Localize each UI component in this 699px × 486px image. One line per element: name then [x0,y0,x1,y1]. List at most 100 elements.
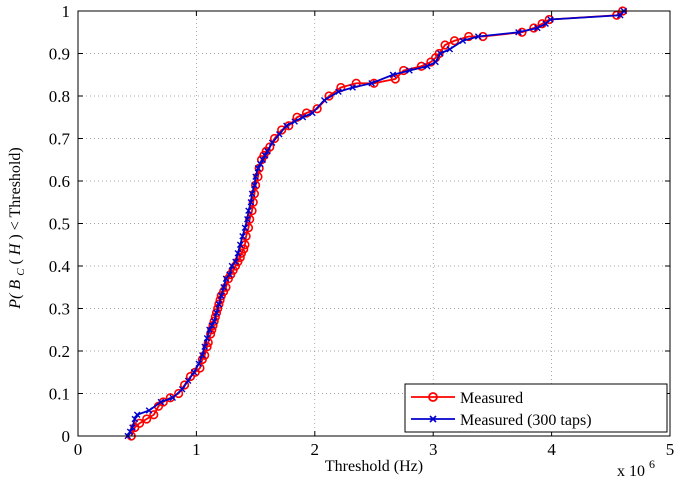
data-point-measured [249,189,260,199]
data-point-measured [202,342,212,352]
data-point-measured-300-taps [446,45,454,53]
data-point-measured-300-taps [247,198,255,206]
data-point-measured-300-taps [129,424,136,431]
y-tick-label: 0.6 [49,172,70,191]
data-point-measured-300-taps [245,207,252,215]
data-point-measured [269,133,280,144]
data-point-measured [142,414,152,424]
data-point-measured-300-taps [126,428,134,436]
data-point-measured-300-taps [423,62,431,70]
data-point-measured-300-taps [251,181,258,189]
x-tick-label: 3 [429,440,438,459]
data-point-measured-300-taps [252,173,259,181]
x-multiplier-exponent: 6 [649,457,655,471]
data-point-measured [284,121,294,131]
legend-label-measured: Measured [460,390,523,407]
data-point-measured [239,244,249,254]
data-point-measured [221,282,231,292]
data-point-measured [149,410,159,420]
data-point-measured-300-taps [236,241,244,249]
data-point-measured-300-taps [534,24,541,32]
data-point-measured-300-taps [131,415,139,423]
data-point-measured [209,316,219,326]
data-point-measured-300-taps [201,343,208,351]
data-point-measured-300-taps [275,130,283,138]
data-point-measured-300-taps [203,334,211,342]
data-point-measured-300-taps [133,411,141,419]
data-point-measured-300-taps [145,407,153,414]
data-point-measured-300-taps [259,156,266,164]
data-point-measured-300-taps [248,190,256,198]
data-point-measured-300-taps [178,385,186,393]
y-label-h: H [7,242,24,256]
legend-label-300taps: Measured (300 taps) [460,412,592,429]
y-label-h-open: ( [7,259,24,264]
data-point-measured-300-taps [335,88,342,96]
y-tick-label: 1 [62,2,71,21]
grid-lines [78,11,670,436]
data-point-measured [179,380,190,390]
data-point-measured-300-taps [368,79,375,87]
data-point-measured-300-taps [208,322,216,329]
y-axis-label: P( B C ( H ) < Threshold) [7,147,28,309]
data-point-measured-300-taps [169,394,177,402]
data-point-measured-300-taps [268,139,276,147]
x-tick-label: 2 [311,440,320,459]
series-layer [124,6,628,441]
axis-ticks: 0 1 2 3 4 5 0 0.1 0.2 0.3 0.4 0.5 0.6 0.7 0.8 0.9 1 [49,2,675,459]
data-point-measured-300-taps [349,84,356,91]
x-axis-label: Threshold (Hz) [325,458,423,475]
data-point-measured-300-taps [437,50,444,57]
data-point-measured [265,142,275,152]
y-tick-label: 0.7 [49,130,71,149]
data-point-measured-300-taps [264,147,271,155]
legend: Measured Measured (300 taps) [404,383,668,433]
data-point-measured-300-taps [320,96,328,104]
data-point-measured-300-taps [234,249,242,257]
data-point-measured-300-taps [157,398,165,406]
data-point-measured [312,104,322,114]
data-point-measured-300-taps [389,71,397,79]
data-point-measured-300-taps [217,292,225,300]
data-point-measured-300-taps [213,309,220,317]
y-tick-label: 0.4 [49,257,71,276]
y-label-sub: C [15,268,27,276]
data-point-measured [134,418,145,428]
data-point-measured [165,393,175,403]
y-tick-label: 0.9 [49,45,70,64]
x-tick-label: 5 [666,440,675,459]
data-point-measured [200,350,210,360]
y-tick-label: 0 [62,427,71,446]
series-line-measured [130,10,624,437]
data-point-measured [214,299,224,309]
y-label-p: P( [7,292,24,310]
data-point-measured-300-taps [226,271,233,278]
x-multiplier-base: x 10 [617,463,645,480]
series-measured-300-taps [124,7,628,440]
data-point-measured-300-taps [190,368,198,376]
x-multiplier: x 10 6 [617,457,655,480]
data-point-measured [253,172,263,182]
data-point-measured-300-taps [474,33,482,40]
x-tick-label: 1 [192,440,201,459]
data-point-measured [449,36,460,46]
data-point-measured-300-taps [199,351,206,359]
data-point-measured-300-taps [254,164,262,172]
data-point-measured-300-taps [283,122,290,130]
data-point-measured-300-taps [241,224,249,232]
data-point-measured-300-taps [309,109,316,117]
data-point-measured [245,214,255,224]
data-point-measured [390,74,400,84]
y-tick-label: 0.8 [49,87,70,106]
data-point-measured-300-taps [239,232,246,240]
x-tick-label: 0 [74,440,83,459]
data-point-measured [174,388,184,399]
data-point-measured [248,197,258,207]
legend-marker-300taps [429,415,437,423]
data-point-measured-300-taps [515,28,522,36]
data-point-measured-300-taps [244,215,251,223]
data-point-measured-300-taps [195,360,203,368]
data-point-measured-300-taps [257,160,264,168]
data-point-measured-300-taps [232,258,239,266]
data-point-measured [277,125,287,135]
